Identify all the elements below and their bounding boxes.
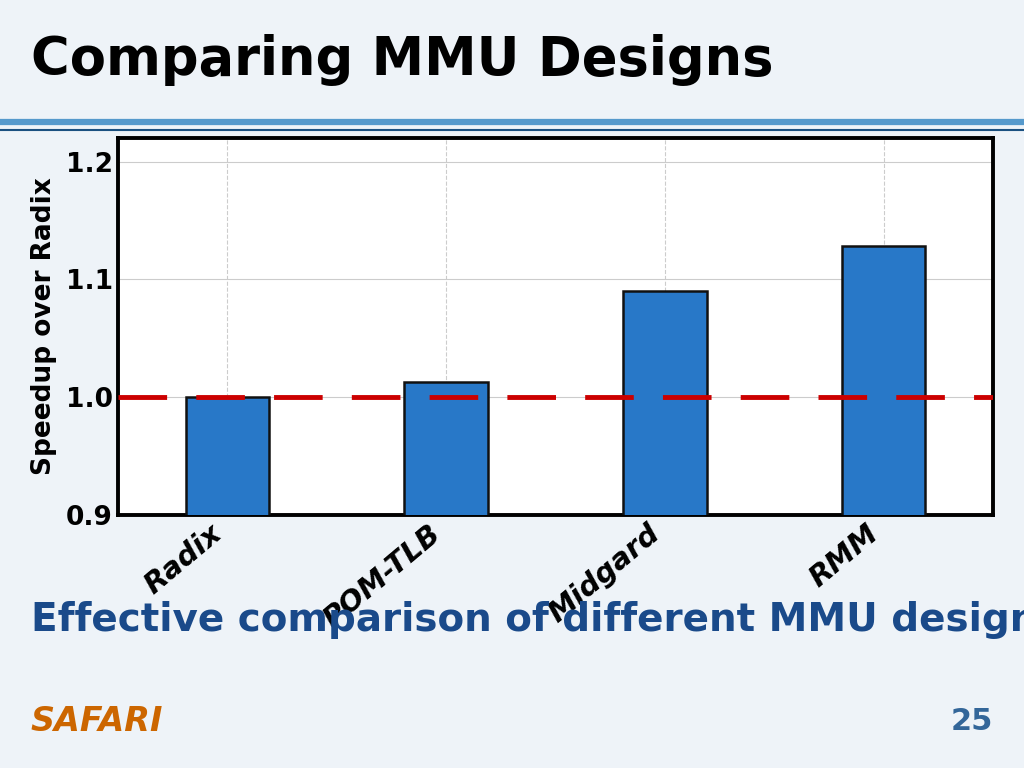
Bar [624,291,707,768]
Text: SAFARI: SAFARI [31,705,163,738]
Text: 25: 25 [951,707,993,736]
Bar [185,397,268,768]
Text: Comparing MMU Designs: Comparing MMU Designs [31,34,773,85]
Y-axis label: Speedup over Radix: Speedup over Radix [32,177,57,475]
Text: Effective comparison of different MMU designs: Effective comparison of different MMU de… [31,601,1024,639]
Bar [843,247,926,768]
Bar [404,382,487,768]
